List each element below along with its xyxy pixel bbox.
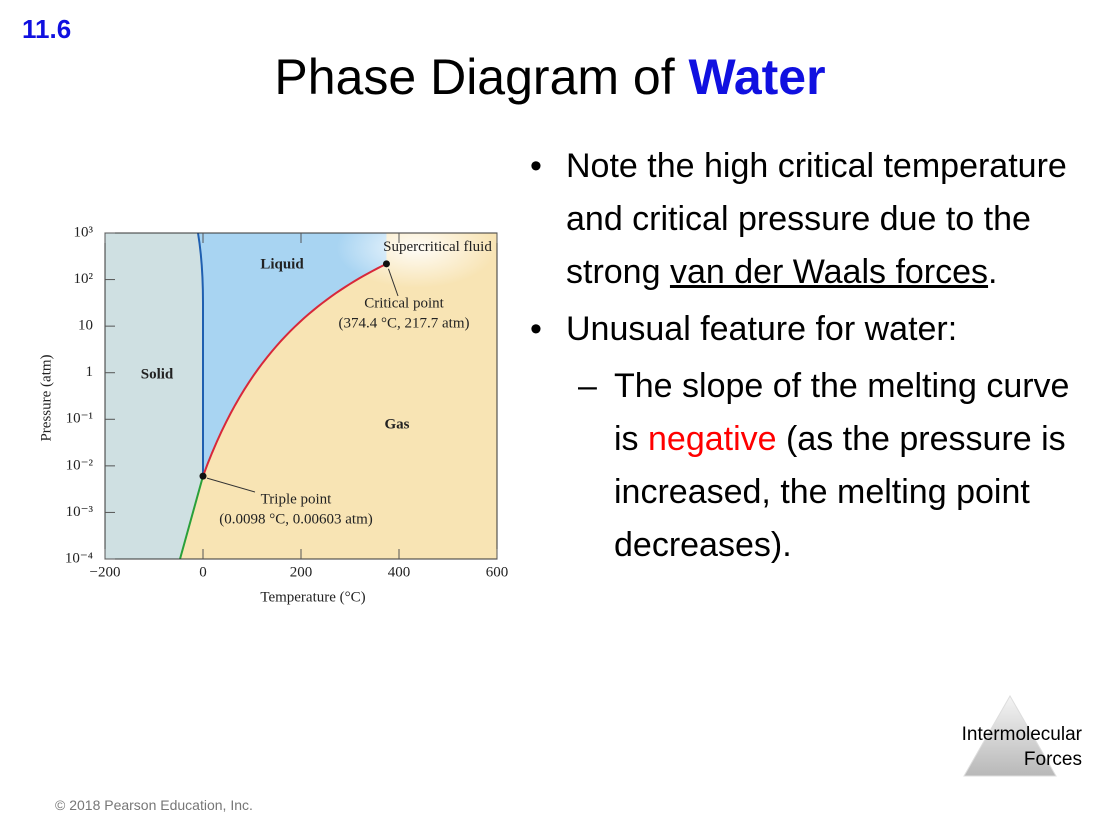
- text-run: negative: [648, 420, 777, 458]
- section-number: 11.6: [22, 14, 72, 44]
- x-tick-label: 0: [199, 564, 207, 580]
- region-label: Liquid: [260, 256, 304, 272]
- tab-label: Intermolecular Forces: [961, 724, 1082, 770]
- vaporization-curve: [202, 262, 387, 477]
- bullet-list: Note the high critical temperature and c…: [530, 140, 1070, 572]
- text-run: van der Waals forces: [669, 253, 989, 291]
- point-detail: (0.0098 °C, 0.00603 atm): [219, 511, 373, 527]
- title-highlight: Water: [688, 49, 826, 105]
- text-run: Note the high critical temperature and c…: [566, 147, 1067, 291]
- callout-line: [206, 477, 256, 493]
- footer: © 2018 Pearson Education, Inc.: [55, 797, 253, 813]
- solid-region: [105, 233, 204, 559]
- sub-bullet: The slope of the melting curve is negati…: [530, 360, 1070, 572]
- text-run: .: [988, 253, 998, 291]
- y-tick-label: 10⁻³: [66, 504, 94, 520]
- title: Phase Diagram of Water: [0, 48, 1100, 106]
- x-axis-label: Temperature (°C): [260, 589, 365, 605]
- tab-icon: [963, 694, 1057, 777]
- text-run: The slope of the melting curve is: [614, 367, 1070, 458]
- x-tick-label: −200: [90, 564, 121, 580]
- bullet: Note the high critical temperature and c…: [530, 140, 1070, 299]
- y-tick-label: 10⁻²: [66, 457, 94, 473]
- region-label: Solid: [141, 366, 174, 382]
- callout-line: [387, 268, 399, 297]
- text-run: Unusual feature for water:: [566, 310, 958, 348]
- y-tick-label: 1: [86, 364, 94, 380]
- critical-point: [382, 260, 390, 268]
- text-run: (as the pressure is increased, the melti…: [614, 420, 1066, 564]
- region-label-box: Supercritical fluid: [383, 239, 492, 255]
- region-label: Supercritical fluid: [383, 239, 492, 255]
- y-tick-label: 10⁻⁴: [65, 550, 93, 566]
- y-axis-label: Pressure (atm): [38, 354, 54, 441]
- region-label: Gas: [384, 416, 409, 432]
- x-tick-label: 200: [290, 564, 313, 580]
- triangle: [963, 694, 1057, 777]
- triple-point: [199, 472, 207, 480]
- point-label: Critical point: [364, 295, 444, 311]
- liquid-region: [198, 233, 387, 477]
- point-label: Triple point: [261, 491, 333, 507]
- bullet: Unusual feature for water:: [530, 303, 1070, 356]
- y-tick-label: 10²: [74, 271, 94, 287]
- y-tick-label: 10: [78, 318, 93, 334]
- x-tick-label: 600: [486, 564, 509, 580]
- y-tick-label: 10³: [74, 224, 94, 240]
- title-text: Phase Diagram of: [274, 49, 689, 105]
- y-tick-label: 10⁻¹: [66, 411, 93, 427]
- x-tick-label: 400: [388, 564, 411, 580]
- melting-curve: [197, 232, 205, 477]
- point-detail: (374.4 °C, 217.7 atm): [339, 315, 470, 331]
- sublimation-curve: [179, 475, 204, 560]
